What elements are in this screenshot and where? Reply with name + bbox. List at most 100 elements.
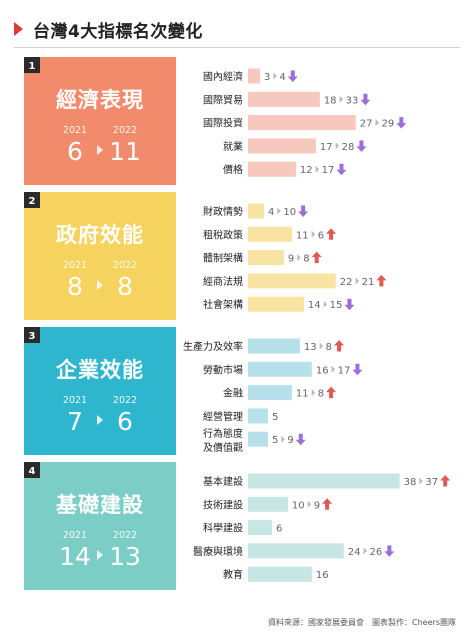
- indicator-bar: [248, 361, 312, 377]
- rank-arrow-icon: [323, 300, 328, 308]
- indicator-label: 技術建設: [203, 498, 243, 511]
- year-2021-label: 2021: [63, 125, 87, 136]
- indicator-label: 財政情勢: [203, 205, 243, 218]
- rank-2022-value: 28: [342, 142, 355, 153]
- indicator-label: 經商法規: [203, 275, 243, 288]
- indicator-label: 價格: [223, 163, 243, 176]
- section-number-badge: [24, 192, 40, 208]
- section-1: 1 經濟表現 2021 2022 6 11 國內經濟 3 4 國際貿易 18 33 國際投資 27 29 就業…: [24, 57, 407, 185]
- rank-2022-value: 33: [346, 95, 359, 106]
- rank-2022-value: 10: [283, 207, 296, 218]
- indicator-label: 國際貿易: [203, 94, 243, 106]
- rank-2022-value: 15: [330, 300, 343, 311]
- arrow-down-icon: [356, 140, 367, 152]
- indicator-label: 國內經濟: [203, 70, 243, 83]
- indicator-row: 國內經濟 3 4: [203, 68, 298, 84]
- indicator-label: 體制架構: [203, 252, 243, 265]
- indicator-label: 生產力及效率: [183, 340, 243, 353]
- overall-rank-2022: 8: [117, 272, 133, 301]
- section-number-badge: [24, 327, 40, 343]
- indicator-label: 金融: [223, 387, 243, 400]
- indicator-bar: [248, 273, 336, 289]
- overall-rank-2022: 6: [117, 407, 133, 436]
- indicator-row: 體制架構 9 8: [203, 250, 322, 266]
- rank-change-chevron-icon: [97, 415, 103, 425]
- rank-2021-value: 38: [404, 477, 417, 488]
- indicator-bar: [248, 68, 260, 84]
- rank-arrow-icon: [355, 277, 360, 285]
- rank-change-chevron-icon: [97, 145, 103, 155]
- indicator-label: 基本建設: [203, 475, 243, 488]
- arrow-down-icon: [287, 70, 298, 82]
- overall-rank-2021: 6: [67, 137, 83, 166]
- indicator-row: 國際貿易 18 33: [203, 91, 371, 107]
- rank-2022-value: 9: [314, 500, 320, 511]
- section-panel: [24, 192, 176, 320]
- indicator-row: 勞動市場 16 17: [203, 361, 363, 377]
- year-2022-label: 2022: [113, 530, 137, 541]
- indicator-bar: [248, 338, 300, 354]
- indicator-bar: [248, 496, 288, 512]
- rank-2021-value: 9: [288, 254, 294, 265]
- indicator-row: 科學建設 6: [203, 520, 282, 536]
- section-number-badge: [24, 57, 40, 73]
- arrow-down-icon: [295, 433, 306, 446]
- title-divider: [14, 47, 460, 48]
- section-name: 經濟表現: [56, 88, 144, 112]
- overall-rank-2021: 14: [59, 542, 91, 571]
- indicator-bar: [248, 296, 304, 312]
- indicator-bar: [248, 250, 284, 266]
- section-panel: [24, 462, 176, 590]
- rank-arrow-icon: [363, 547, 368, 555]
- indicator-label: 及價值觀: [203, 441, 243, 454]
- rank-2022-value: 37: [425, 477, 438, 488]
- arrow-up-icon: [322, 498, 333, 510]
- year-2021-label: 2021: [63, 260, 87, 271]
- indicator-label: 經營管理: [203, 410, 243, 423]
- indicator-row: 價格 12 17: [223, 161, 347, 177]
- year-2022-label: 2022: [113, 125, 137, 136]
- section-number-badge: [24, 462, 40, 478]
- rank-arrow-icon: [331, 365, 336, 373]
- overall-rank-2022: 13: [109, 542, 141, 571]
- rank-arrow-icon: [273, 72, 277, 80]
- section-name: 政府效能: [56, 223, 144, 247]
- indicator-bar: [248, 138, 316, 154]
- rank-arrow-icon: [319, 342, 324, 350]
- year-2021-label: 2021: [63, 530, 87, 541]
- indicator-label: 租稅政策: [203, 228, 243, 241]
- year-2022-label: 2022: [113, 260, 137, 271]
- arrow-down-icon: [298, 205, 309, 217]
- indicator-row: 社會架構 14 15: [203, 296, 355, 312]
- arrow-up-icon: [440, 475, 451, 487]
- overall-rank-2022: 11: [109, 137, 141, 166]
- section-4: 4 基礎建設 2021 2022 14 13 基本建設 38 37 技術建設 10 9 科學建設 6 醫療與…: [24, 462, 451, 590]
- title-marker-icon: [14, 22, 23, 36]
- section-3: 3 企業效能 2021 2022 7 6 生產力及效率 13 8 勞動市場 16 17 金融 11 8 經營管…: [24, 327, 363, 455]
- rank-2022-value: 8: [303, 254, 309, 265]
- indicator-label: 行為態度: [203, 427, 243, 440]
- rank-2022-value: 17: [338, 365, 351, 376]
- rank-2021-value: 3: [264, 72, 270, 83]
- indicator-bar: [248, 566, 312, 582]
- rank-2022-value: 6: [318, 230, 324, 241]
- indicator-label: 科學建設: [203, 522, 243, 535]
- section-number: 2: [29, 196, 36, 207]
- indicator-bar: [248, 385, 292, 401]
- source-footer: 資料來源：國家發展委員會 圖表製作：Cheers團隊: [268, 618, 456, 627]
- indicator-label: 勞動市場: [203, 363, 243, 376]
- rank-2021-value: 4: [268, 207, 274, 218]
- indicator-row: 就業 17 28: [223, 138, 367, 154]
- indicator-bar: [248, 543, 344, 559]
- rank-arrow-icon: [335, 142, 340, 150]
- rank-2021-value: 6: [276, 524, 282, 535]
- indicator-row: 財政情勢 4 10: [203, 203, 309, 219]
- indicator-row: 經商法規 22 21: [203, 273, 387, 289]
- rank-2021-value: 5: [272, 412, 278, 423]
- rank-2022-value: 26: [370, 547, 383, 558]
- page-title: 台灣4大指標名次變化: [33, 21, 203, 42]
- rank-2021-value: 13: [304, 342, 317, 353]
- rank-2022-value: 29: [382, 119, 395, 130]
- rank-2021-value: 22: [340, 277, 353, 288]
